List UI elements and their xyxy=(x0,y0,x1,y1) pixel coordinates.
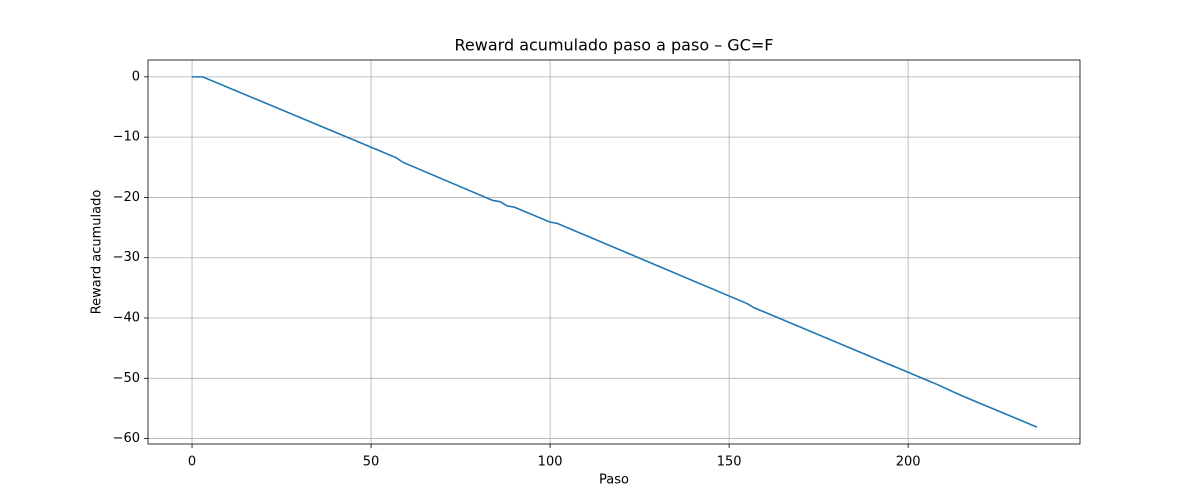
x-tick-label: 150 xyxy=(717,455,742,470)
data-line xyxy=(192,76,1038,428)
plot-frame xyxy=(147,59,1081,445)
y-tick-label: −60 xyxy=(113,431,140,446)
x-axis-label: Paso xyxy=(599,473,629,488)
x-tick-label: 50 xyxy=(363,455,380,470)
y-tick-label: −30 xyxy=(113,250,140,265)
x-tick-label: 100 xyxy=(538,455,563,470)
y-tick-label: −40 xyxy=(113,311,140,326)
x-tick-label: 200 xyxy=(896,455,921,470)
y-tick-label: −20 xyxy=(113,190,140,205)
y-tick-label: 0 xyxy=(132,69,140,84)
x-tick-label: 0 xyxy=(188,455,196,470)
y-tick-label: −50 xyxy=(113,371,140,386)
chart-title: Reward acumulado paso a paso – GC=F xyxy=(455,36,774,55)
y-axis-label: Reward acumulado xyxy=(90,190,105,315)
y-tick-label: −10 xyxy=(113,130,140,145)
